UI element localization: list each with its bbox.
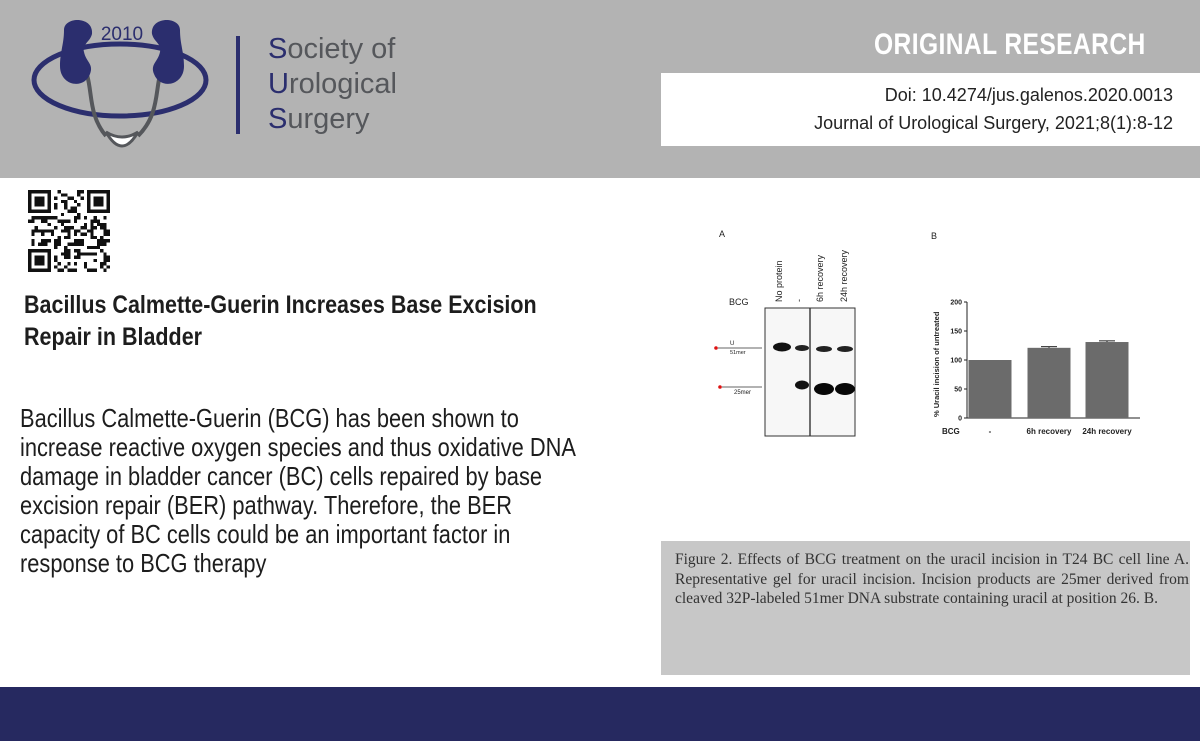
x-tick-label: -: [989, 427, 992, 436]
gel-band: [795, 380, 809, 390]
gel-bcg-label: BCG: [729, 297, 749, 307]
bar: [968, 360, 1012, 418]
marker-dot-51: [714, 346, 718, 350]
society-logo: 2010: [31, 19, 209, 148]
lane-label-6h: 6h recovery: [815, 254, 825, 302]
doi-text[interactable]: Doi: 10.4274/jus.galenos.2020.0013: [884, 85, 1173, 105]
x-tick-label: 24h recovery: [1082, 427, 1132, 436]
gel-band: [795, 345, 809, 351]
x-tick-label: 6h recovery: [1027, 427, 1072, 436]
gel-band: [837, 346, 853, 352]
logo-ring: [31, 41, 209, 119]
lane-label-24h: 24h recovery: [839, 249, 849, 302]
figure-panel-b-chart: B % Uracil incision of untreated BCG 0 50…: [931, 231, 1140, 436]
society-name: Society of Urological Surgery: [268, 32, 397, 137]
figure-panel-a-gel: A BCG No protein - 6h recovery 24h recov…: [714, 229, 856, 437]
abstract-text: Bacillus Calmette-Guerin (BCG) has been …: [20, 403, 575, 578]
society-name-line-2: Urological: [268, 68, 397, 100]
society-name-line-1: Society of: [268, 33, 396, 65]
figure-caption: Figure 2. Effects of BCG treatment on th…: [675, 551, 1189, 607]
band-label-25mer: 25mer: [734, 390, 751, 396]
x-axis-label: BCG: [942, 427, 960, 436]
society-name-line-3: Surgery: [268, 103, 370, 135]
gel-band: [814, 383, 834, 395]
header-banner: 2010 Society of Urological Surgery ORIGI…: [0, 0, 1200, 178]
left-kidney-icon: [60, 19, 93, 84]
gel-band: [773, 342, 791, 352]
y-tick-label: 150: [950, 329, 962, 336]
right-kidney-icon: [151, 19, 184, 84]
panel-b-label: B: [931, 231, 937, 241]
y-tick-label: 200: [950, 300, 962, 307]
gel-band: [816, 346, 832, 352]
y-tick-label: 100: [950, 358, 962, 365]
lane-label-no-protein: No protein: [774, 260, 784, 302]
figure-caption-box: Figure 2. Effects of BCG treatment on th…: [661, 541, 1190, 675]
y-tick-label: 50: [954, 387, 962, 394]
article-title: Bacillus Calmette-Guerin Increases Base …: [24, 291, 537, 351]
y-tick-label: 0: [958, 416, 962, 423]
y-axis-label: % Uracil incision of untreated: [932, 311, 941, 417]
qr-code-icon[interactable]: [28, 190, 110, 272]
footer-bar: [0, 687, 1200, 741]
bar: [1027, 347, 1071, 418]
bar: [1085, 342, 1129, 418]
logo-divider: [236, 36, 240, 134]
citation-box: Doi: 10.4274/jus.galenos.2020.0013 Journ…: [661, 73, 1200, 146]
journal-citation: Journal of Urological Surgery, 2021;8(1)…: [814, 113, 1173, 133]
band-label-51mer: 51mer: [730, 350, 746, 356]
marker-dot-25: [718, 385, 722, 389]
gel-band: [835, 383, 855, 395]
lane-label-control: -: [794, 299, 804, 302]
band-label-u: U: [730, 341, 734, 347]
panel-a-label: A: [719, 229, 725, 239]
logo-year: 2010: [101, 24, 143, 45]
article-type-badge: ORIGINAL RESEARCH: [874, 28, 1146, 61]
